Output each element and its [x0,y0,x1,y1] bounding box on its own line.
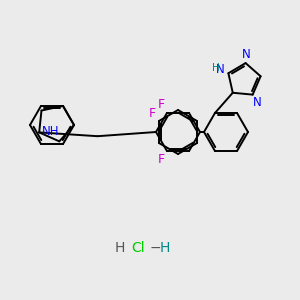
Text: H: H [115,241,125,255]
Text: H: H [160,241,170,255]
Text: Cl: Cl [131,241,145,255]
Text: NH: NH [42,125,60,138]
Text: F: F [158,98,165,111]
Text: −: − [149,241,161,255]
Text: N: N [253,96,262,109]
Text: F: F [149,107,156,120]
Text: N: N [242,48,251,61]
Text: H: H [212,63,220,73]
Text: F: F [158,153,165,166]
Text: N: N [216,63,224,76]
